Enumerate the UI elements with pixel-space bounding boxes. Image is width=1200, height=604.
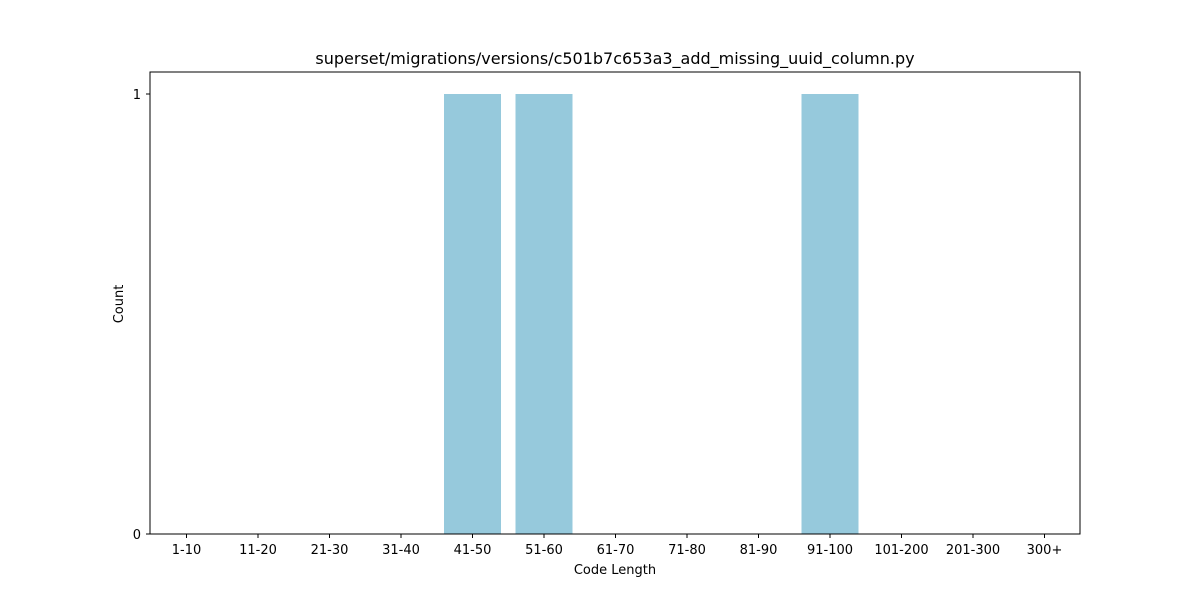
x-axis-label: Code Length: [574, 563, 656, 578]
x-tick-label: 300+: [1027, 543, 1063, 558]
plot-frame: [149, 71, 1081, 535]
x-tick-label: 1-10: [172, 543, 202, 558]
x-tick-label: 91-100: [807, 543, 853, 558]
x-tick-label: 41-50: [454, 543, 492, 558]
x-tick-label: 71-80: [668, 543, 706, 558]
x-axis: 1-10 11-20 21-30 31-40 41-50 51-60 61-70 71-80 8…: [172, 534, 1063, 558]
y-tick-label: 0: [133, 528, 141, 543]
y-axis-label: Count: [112, 285, 127, 324]
x-tick-label: 31-40: [382, 543, 420, 558]
y-tick-label: 1: [133, 88, 141, 103]
x-tick-label: 51-60: [525, 543, 563, 558]
bar-51-60: [515, 94, 573, 534]
x-tick-label: 201-300: [946, 543, 1000, 558]
bars-group: [444, 94, 859, 534]
bar-41-50: [444, 94, 501, 534]
x-tick-label: 101-200: [874, 543, 928, 558]
x-tick-label: 11-20: [239, 543, 277, 558]
x-tick-label: 61-70: [597, 543, 635, 558]
chart-title: superset/migrations/versions/c501b7c653a…: [315, 49, 914, 69]
bar-91-100: [801, 94, 859, 534]
y-axis: 01: [133, 88, 150, 543]
x-tick-label: 21-30: [311, 543, 349, 558]
x-tick-label: 81-90: [740, 543, 778, 558]
